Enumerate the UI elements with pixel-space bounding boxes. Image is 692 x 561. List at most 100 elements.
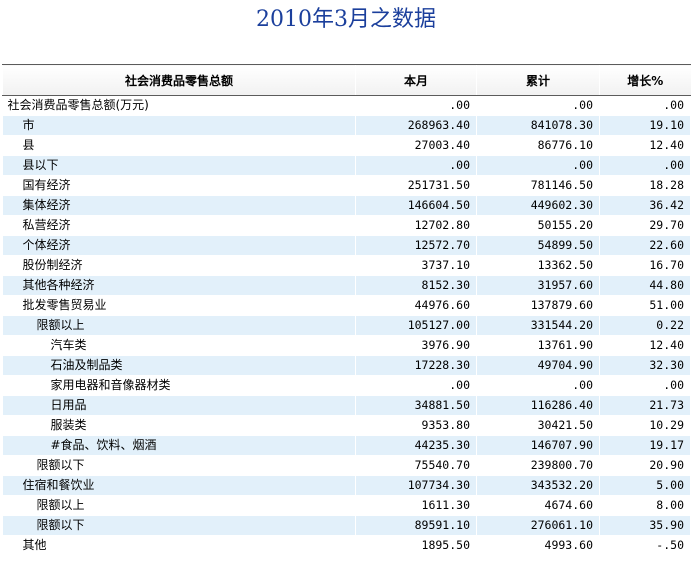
growth-value: 0.22 bbox=[599, 315, 691, 336]
growth-value: .00 bbox=[599, 375, 691, 396]
row-label: 个体经济 bbox=[2, 235, 356, 256]
row-label: 限额以上 bbox=[2, 495, 356, 516]
table-row: 个体经济 12572.70 54899.50 22.60 bbox=[2, 235, 691, 256]
month-value: 268963.40 bbox=[355, 115, 477, 136]
cumulative-value: 50155.20 bbox=[476, 215, 600, 236]
row-label: 县以下 bbox=[2, 155, 356, 176]
table-row: 限额以上 105127.00 331544.20 0.22 bbox=[2, 315, 691, 336]
month-value: .00 bbox=[355, 375, 477, 396]
cumulative-value: .00 bbox=[476, 375, 600, 396]
growth-value: 19.10 bbox=[599, 115, 691, 136]
month-value: 27003.40 bbox=[355, 135, 477, 156]
table-row: 限额以下 89591.10 276061.10 35.90 bbox=[2, 515, 691, 536]
month-value: .00 bbox=[355, 95, 477, 116]
cumulative-value: 13362.50 bbox=[476, 255, 600, 276]
cumulative-value: 276061.10 bbox=[476, 515, 600, 536]
cumulative-value: .00 bbox=[476, 95, 600, 116]
growth-value: 12.40 bbox=[599, 335, 691, 356]
cumulative-value: 86776.10 bbox=[476, 135, 600, 156]
month-value: 89591.10 bbox=[355, 515, 477, 536]
column-header-item: 社会消费品零售总额 bbox=[2, 64, 356, 96]
month-value: 1895.50 bbox=[355, 535, 477, 556]
table-row: 市 268963.40 841078.30 19.10 bbox=[2, 115, 691, 136]
growth-value: 16.70 bbox=[599, 255, 691, 276]
growth-value: 32.30 bbox=[599, 355, 691, 376]
table-row: 社会消费品零售总额(万元) .00 .00 .00 bbox=[2, 95, 691, 116]
growth-value: 22.60 bbox=[599, 235, 691, 256]
cumulative-value: 841078.30 bbox=[476, 115, 600, 136]
table-row: 汽车类 3976.90 13761.90 12.40 bbox=[2, 335, 691, 356]
table-row: 县以下 .00 .00 .00 bbox=[2, 155, 691, 176]
month-value: 105127.00 bbox=[355, 315, 477, 336]
month-value: 75540.70 bbox=[355, 455, 477, 476]
month-value: 251731.50 bbox=[355, 175, 477, 196]
page-title: 2010年3月之数据 bbox=[256, 7, 436, 32]
growth-value: 35.90 bbox=[599, 515, 691, 536]
cumulative-value: 30421.50 bbox=[476, 415, 600, 436]
cumulative-value: 4993.60 bbox=[476, 535, 600, 556]
table-row: 家用电器和音像器材类 .00 .00 .00 bbox=[2, 375, 691, 396]
row-label: 汽车类 bbox=[2, 335, 356, 356]
row-label: 住宿和餐饮业 bbox=[2, 475, 356, 496]
month-value: 44976.60 bbox=[355, 295, 477, 316]
month-value: 12572.70 bbox=[355, 235, 477, 256]
column-header-month: 本月 bbox=[355, 64, 477, 96]
growth-value: 21.73 bbox=[599, 395, 691, 416]
cumulative-value: 49704.90 bbox=[476, 355, 600, 376]
month-value: 12702.80 bbox=[355, 215, 477, 236]
cumulative-value: 331544.20 bbox=[476, 315, 600, 336]
table-header-row: 社会消费品零售总额 本月 累计 增长% bbox=[2, 64, 691, 96]
row-label: 限额以下 bbox=[2, 515, 356, 536]
cumulative-value: 146707.90 bbox=[476, 435, 600, 456]
growth-value: 19.17 bbox=[599, 435, 691, 456]
cumulative-value: 137879.60 bbox=[476, 295, 600, 316]
row-label: 社会消费品零售总额(万元) bbox=[2, 95, 356, 116]
growth-value: 12.40 bbox=[599, 135, 691, 156]
table-row: 私营经济 12702.80 50155.20 29.70 bbox=[2, 215, 691, 236]
row-label: 石油及制品类 bbox=[2, 355, 356, 376]
table-row: 限额以下 75540.70 239800.70 20.90 bbox=[2, 455, 691, 476]
cumulative-value: 13761.90 bbox=[476, 335, 600, 356]
month-value: 9353.80 bbox=[355, 415, 477, 436]
cumulative-value: 116286.40 bbox=[476, 395, 600, 416]
month-value: 146604.50 bbox=[355, 195, 477, 216]
month-value: .00 bbox=[355, 155, 477, 176]
cumulative-value: .00 bbox=[476, 155, 600, 176]
row-label: 其他各种经济 bbox=[2, 275, 356, 296]
table-row: #食品、饮料、烟酒 44235.30 146707.90 19.17 bbox=[2, 435, 691, 456]
growth-value: .00 bbox=[599, 95, 691, 116]
table-row: 集体经济 146604.50 449602.30 36.42 bbox=[2, 195, 691, 216]
table-row: 石油及制品类 17228.30 49704.90 32.30 bbox=[2, 355, 691, 376]
row-label: 股份制经济 bbox=[2, 255, 356, 276]
growth-value: 5.00 bbox=[599, 475, 691, 496]
table-row: 县 27003.40 86776.10 12.40 bbox=[2, 135, 691, 156]
month-value: 107734.30 bbox=[355, 475, 477, 496]
cumulative-value: 4674.60 bbox=[476, 495, 600, 516]
cumulative-value: 239800.70 bbox=[476, 455, 600, 476]
growth-value: 8.00 bbox=[599, 495, 691, 516]
row-label: 家用电器和音像器材类 bbox=[2, 375, 356, 396]
row-label: 集体经济 bbox=[2, 195, 356, 216]
growth-value: 29.70 bbox=[599, 215, 691, 236]
table-row: 其他各种经济 8152.30 31957.60 44.80 bbox=[2, 275, 691, 296]
table-row: 服装类 9353.80 30421.50 10.29 bbox=[2, 415, 691, 436]
retail-sales-table: 社会消费品零售总额 本月 累计 增长% 社会消费品零售总额(万元) .00 .0… bbox=[2, 64, 691, 556]
table-row: 限额以上 1611.30 4674.60 8.00 bbox=[2, 495, 691, 516]
row-label: 市 bbox=[2, 115, 356, 136]
row-label: 县 bbox=[2, 135, 356, 156]
growth-value: 20.90 bbox=[599, 455, 691, 476]
growth-value: .00 bbox=[599, 155, 691, 176]
row-label: 限额以下 bbox=[2, 455, 356, 476]
growth-value: 51.00 bbox=[599, 295, 691, 316]
month-value: 1611.30 bbox=[355, 495, 477, 516]
row-label: 限额以上 bbox=[2, 315, 356, 336]
month-value: 8152.30 bbox=[355, 275, 477, 296]
table-row: 其他 1895.50 4993.60 -.50 bbox=[2, 535, 691, 556]
cumulative-value: 54899.50 bbox=[476, 235, 600, 256]
row-label: 日用品 bbox=[2, 395, 356, 416]
row-label: 私营经济 bbox=[2, 215, 356, 236]
row-label: 其他 bbox=[2, 535, 356, 556]
month-value: 17228.30 bbox=[355, 355, 477, 376]
month-value: 3976.90 bbox=[355, 335, 477, 356]
cumulative-value: 449602.30 bbox=[476, 195, 600, 216]
